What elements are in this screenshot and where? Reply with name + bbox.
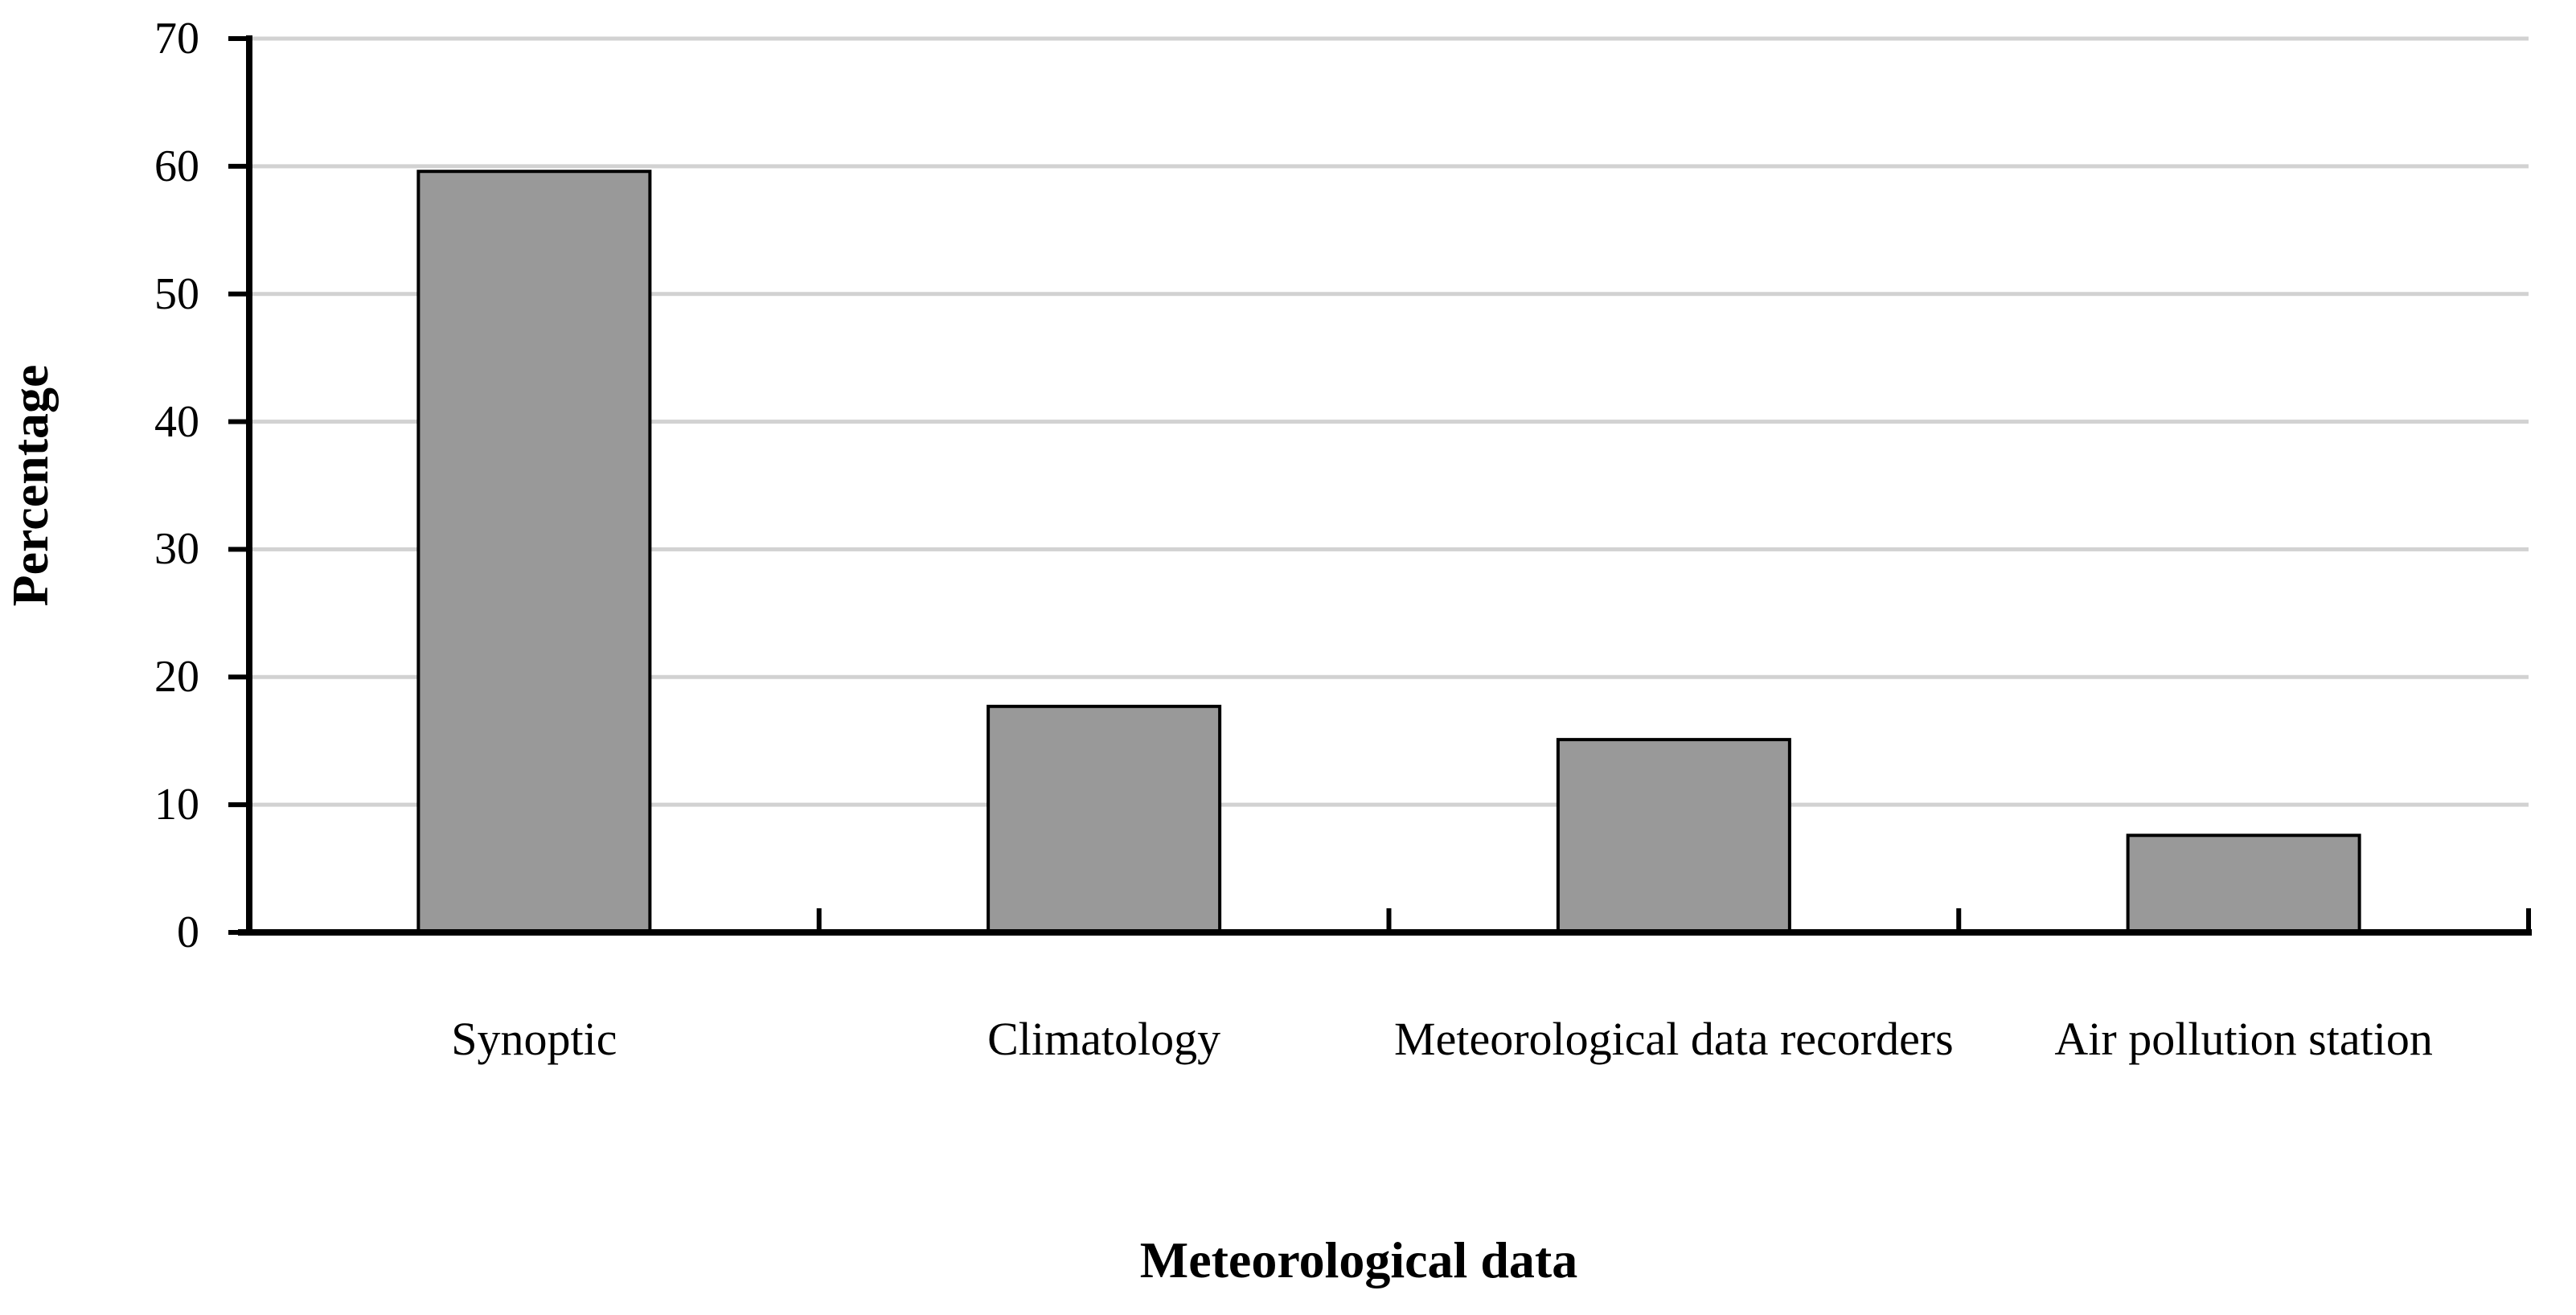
x-axis-line	[238, 929, 2532, 936]
y-tick-label-50: 50	[154, 268, 199, 319]
gridline-50	[249, 292, 2529, 297]
gridline-30	[249, 547, 2529, 551]
y-tick-label-10: 10	[154, 780, 199, 830]
y-axis-line	[246, 35, 252, 936]
gridline-10	[249, 802, 2529, 807]
y-tick-label-30: 30	[154, 524, 199, 575]
x-tick-4	[2526, 908, 2531, 932]
bar-meteorological-data-recorders	[1556, 738, 1791, 935]
x-tick-2	[1386, 908, 1392, 932]
gridline-70	[249, 36, 2529, 41]
y-tick-0	[228, 930, 249, 935]
bar-synoptic	[416, 170, 652, 934]
gridline-40	[249, 420, 2529, 424]
y-tick-label-40: 40	[154, 396, 199, 447]
gridline-60	[249, 164, 2529, 169]
y-tick-20	[228, 674, 249, 680]
y-tick-40	[228, 419, 249, 424]
y-tick-label-60: 60	[154, 141, 199, 191]
category-label-2: Climatology	[987, 1013, 1221, 1065]
y-tick-50	[228, 291, 249, 297]
gridline-20	[249, 674, 2529, 679]
y-tick-70	[228, 36, 249, 41]
category-label-3: Meteorological data recorders	[1394, 1013, 1954, 1065]
y-tick-10	[228, 802, 249, 808]
bar-climatology	[987, 704, 1222, 935]
category-label-1: Synoptic	[451, 1013, 617, 1065]
y-tick-30	[228, 547, 249, 552]
y-tick-label-70: 70	[154, 14, 199, 63]
category-label-4: Air pollution station	[2054, 1013, 2433, 1065]
y-tick-label-20: 20	[154, 652, 199, 703]
y-tick-label-0: 0	[177, 907, 199, 957]
y-tick-60	[228, 163, 249, 169]
y-axis-title: Percentage	[2, 364, 59, 607]
x-tick-3	[1956, 908, 1962, 932]
bar-air-pollution-station	[2126, 834, 2361, 934]
x-tick-1	[816, 908, 822, 932]
x-axis-title: Meteorological data	[1139, 1231, 1578, 1288]
